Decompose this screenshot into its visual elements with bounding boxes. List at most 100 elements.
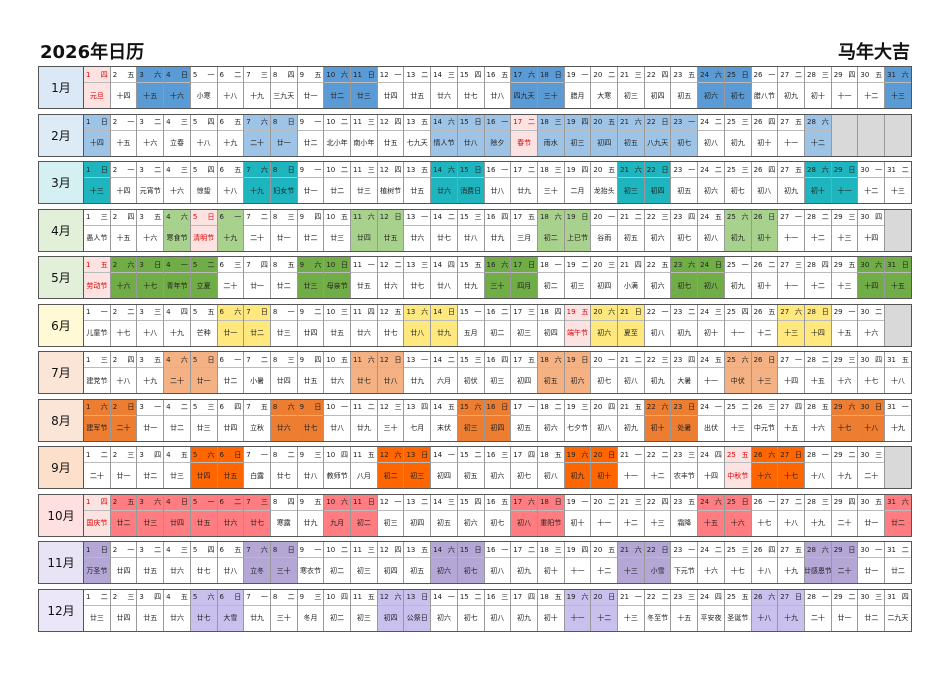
weekday-name: 一 xyxy=(314,545,322,554)
day-number: 3 xyxy=(139,450,144,459)
weekday-name: 四 xyxy=(154,593,162,601)
day-number: 26 xyxy=(753,308,763,316)
weekday-name: 二 xyxy=(901,165,909,174)
lunar-label: 十二 xyxy=(864,186,879,195)
day-cell: 1 三建党节 xyxy=(84,352,111,393)
day-number: 24 xyxy=(700,165,710,174)
weekday-name: 二 xyxy=(527,165,535,174)
lunar-label: 廿三 xyxy=(89,614,104,622)
day-number: 19 xyxy=(566,213,576,221)
lunar-label: 八九天 xyxy=(647,139,669,147)
day-cell: 27 四十五 xyxy=(778,399,805,441)
day-cell: 19 三七夕节 xyxy=(564,399,592,441)
weekday-name: 一 xyxy=(608,213,616,221)
day-cell: 7 日廿二 xyxy=(244,304,271,346)
day-number: 11 xyxy=(353,118,362,126)
lunar-label: 初十 xyxy=(757,281,772,290)
day-cell: 24 一出伏 xyxy=(698,399,725,441)
day-number: 21 xyxy=(620,403,629,411)
day-cell: 10 六廿二 xyxy=(324,67,352,108)
lunar-label: 廿六 xyxy=(383,281,398,290)
day-cell: 19 五端午节 xyxy=(564,304,592,346)
weekday-name: 三 xyxy=(260,498,268,506)
weekday-name: 二 xyxy=(581,260,589,269)
lunar-label: 初八 xyxy=(543,471,558,480)
day-number: 6 xyxy=(219,403,224,411)
day-cell: 6 六廿一 xyxy=(217,304,245,346)
lunar-label: 初十 xyxy=(810,186,825,195)
day-cell: 10 五廿六 xyxy=(324,352,352,393)
day-number: 19 xyxy=(566,498,576,506)
day-cell: 15 五廿九 xyxy=(457,257,485,298)
day-number: 27 xyxy=(780,70,790,79)
lunar-label: 廿二 xyxy=(169,424,184,432)
day-cell: 22 日八九天 xyxy=(644,114,672,156)
day-number: 2 xyxy=(112,260,118,269)
day-number: 9 xyxy=(299,165,305,174)
day-cell: 8 六廿六 xyxy=(270,399,298,441)
day-number: 30 xyxy=(860,593,870,601)
lunar-label: 十五 xyxy=(677,614,692,622)
day-number: 27 xyxy=(780,498,790,506)
weekday-name: 日 xyxy=(554,498,562,506)
day-number: 23 xyxy=(673,545,683,554)
day-number: 31 xyxy=(887,593,897,601)
weekday-name: 一 xyxy=(474,308,482,316)
lunar-label: 寒露 xyxy=(276,519,291,527)
day-number: 28 xyxy=(806,118,816,126)
day-cell: 12 五廿七 xyxy=(377,304,405,346)
day-number: 10 xyxy=(326,213,336,221)
weekday-name: 六 xyxy=(821,545,829,554)
day-number: 17 xyxy=(513,260,523,269)
weekday-name: 二 xyxy=(688,308,696,316)
day-cell: 2 一十四 xyxy=(110,162,138,203)
day-number: 31 xyxy=(887,545,897,554)
day-number: 20 xyxy=(593,450,603,459)
day-cell: 17 六四九天 xyxy=(511,67,538,108)
lunar-label: 廿四 xyxy=(116,566,131,575)
day-number: 31 xyxy=(887,403,897,411)
day-cell: 4 三十六 xyxy=(164,162,191,203)
month-label: 9月 xyxy=(39,447,84,488)
lunar-label: 大寒 xyxy=(597,91,612,100)
weekday-name: 三 xyxy=(768,403,776,411)
lunar-label: 廿一 xyxy=(303,91,318,100)
day-cell: 23 一初五 xyxy=(671,162,699,203)
day-number: 29 xyxy=(833,355,843,364)
day-cell: 23 二初九 xyxy=(671,304,699,346)
day-cell: 22 六初十 xyxy=(644,399,672,441)
day-cell: 3 六十五 xyxy=(137,67,165,108)
weekday-name: 一 xyxy=(608,355,616,364)
weekday-name: 三 xyxy=(367,165,375,174)
lunar-label: 廿二 xyxy=(330,186,345,195)
lunar-label: 立夏 xyxy=(196,281,211,290)
day-number: 23 xyxy=(673,70,683,79)
weekday-name: 一 xyxy=(741,260,749,269)
day-cell: 14 五末伏 xyxy=(431,399,458,441)
day-number: 1 xyxy=(86,260,91,269)
day-number: 21 xyxy=(620,118,629,126)
day-number: 26 xyxy=(753,260,763,269)
lunar-label: 初七 xyxy=(677,139,692,147)
day-number: 4 xyxy=(166,260,171,269)
weekday-name: 三 xyxy=(848,213,856,221)
day-cell: 15 四廿七 xyxy=(457,67,485,108)
day-number: 29 xyxy=(833,260,843,269)
day-number: 21 xyxy=(620,593,629,601)
day-cell: 3 二十六 xyxy=(137,114,165,156)
day-number: 3 xyxy=(139,308,144,316)
weekday-name: 四 xyxy=(875,213,883,221)
weekday-name: 三 xyxy=(314,450,322,459)
weekday-name: 六 xyxy=(501,260,509,269)
day-number: 1 xyxy=(86,165,91,174)
lunar-label: 重阳节 xyxy=(540,519,562,527)
lunar-label: 十六 xyxy=(116,281,131,290)
month-label: 12月 xyxy=(39,589,84,631)
weekday-name: 二 xyxy=(474,450,482,459)
day-cell: 11 四廿六 xyxy=(351,304,378,346)
weekday-name: 日 xyxy=(207,355,215,364)
lunar-label: 廿四 xyxy=(169,519,184,527)
day-cell: 4 日廿四 xyxy=(164,494,191,536)
lunar-label: 十八 xyxy=(143,329,158,337)
day-cell: 16 五初七 xyxy=(484,494,512,536)
